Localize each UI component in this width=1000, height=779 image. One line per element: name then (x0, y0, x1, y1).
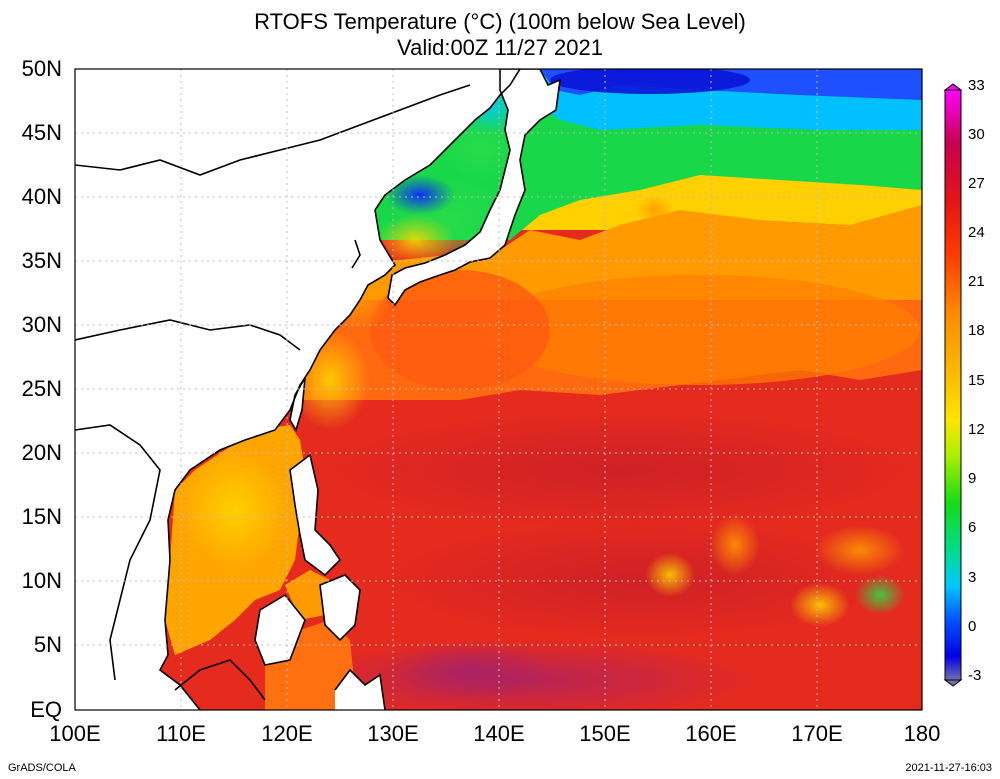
lat-label-20n: 20N (21, 440, 62, 465)
coastlines (75, 69, 561, 710)
lon-label-160e: 160E (685, 721, 737, 746)
colorbar-label: 24 (968, 224, 985, 241)
lat-label-eq: EQ (30, 697, 62, 722)
graticule (75, 69, 922, 710)
lon-label-140e: 140E (473, 721, 525, 746)
lat-label-50n: 50N (21, 56, 62, 81)
lon-label-180: 180 (903, 721, 941, 746)
valid-time: Valid:00Z 11/27 2021 (397, 35, 603, 60)
colorbar-label: 12 (968, 421, 985, 438)
software-credit: GrADS/COLA (8, 762, 76, 774)
lat-label-35n: 35N (21, 248, 62, 273)
plot-frame (74, 68, 923, 711)
lat-label-15n: 15N (21, 504, 62, 529)
colorbar (943, 83, 963, 687)
lon-label-130e: 130E (367, 721, 419, 746)
colorbar-label: 27 (968, 175, 985, 192)
lat-label-10n: 10N (21, 568, 62, 593)
lon-label-170e: 170E (791, 721, 843, 746)
colorbar-label: 9 (968, 470, 977, 487)
colorbar-label: 15 (968, 372, 985, 389)
colorbar-label: 30 (968, 126, 985, 143)
lon-label-120e: 120E (261, 721, 313, 746)
colorbar-label: 18 (968, 322, 985, 339)
map-title: RTOFS Temperature (°C) (100m below Sea L… (254, 9, 746, 34)
lon-label-150e: 150E (579, 721, 631, 746)
lat-label-30n: 30N (21, 312, 62, 337)
colorbar-label: 0 (968, 618, 977, 635)
lat-label-25n: 25N (21, 376, 62, 401)
generation-timestamp: 2021-11-27-16:03 (905, 762, 992, 774)
colorbar-label: 21 (968, 273, 985, 290)
lat-label-45n: 45N (21, 120, 62, 145)
colorbar-label: -3 (968, 667, 982, 684)
colorbar-label: 6 (968, 519, 977, 536)
lon-label-100e: 100E (49, 721, 101, 746)
colorbar-label: 33 (968, 77, 985, 94)
lon-label-110e: 110E (156, 721, 206, 746)
colorbar-label: 3 (968, 569, 977, 586)
lat-label-5n: 5N (33, 632, 62, 657)
lat-label-40n: 40N (21, 184, 62, 209)
